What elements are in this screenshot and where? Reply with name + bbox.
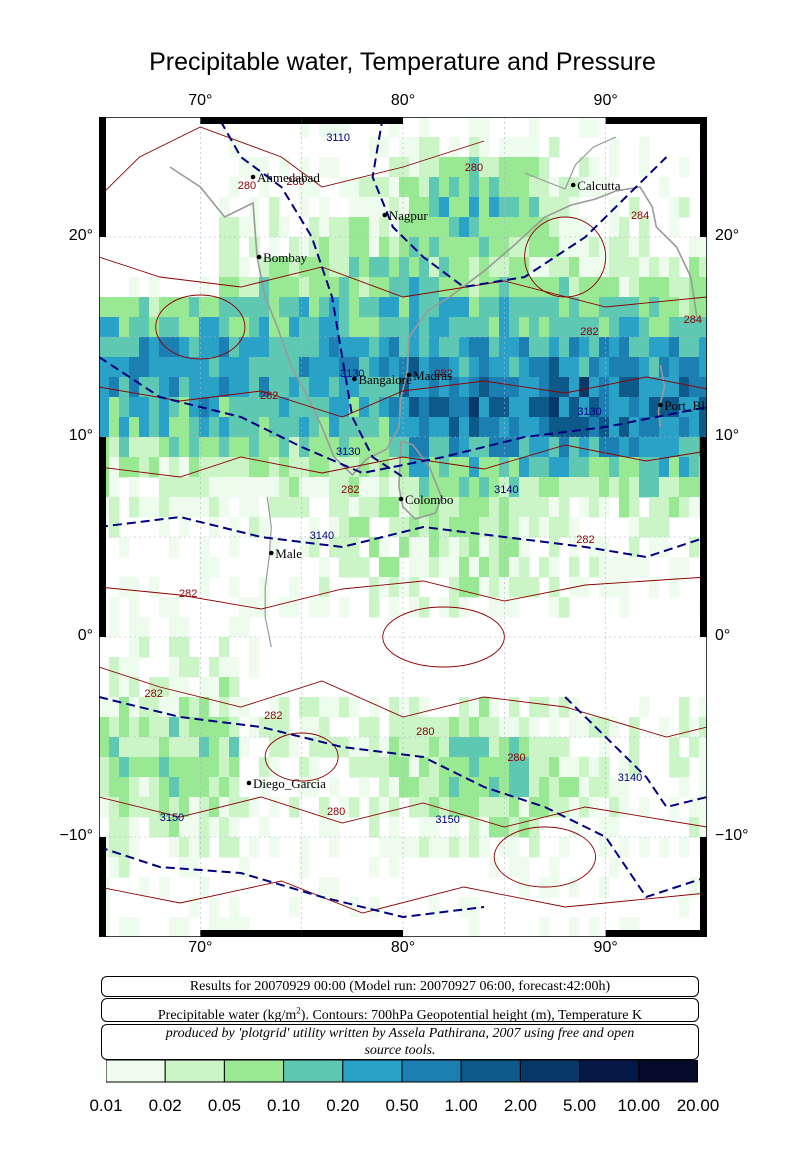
city-dot [382, 212, 388, 218]
colorbar-swatch [638, 1060, 698, 1083]
contour-label: 282 [260, 390, 278, 402]
lat-tick-label-right: 0° [715, 627, 731, 644]
chart-title: Precipitable water, Temperature and Pres… [149, 48, 656, 76]
contour-label: 282 [580, 326, 598, 338]
colorbar-swatch [106, 1060, 166, 1083]
colorbar [106, 1060, 698, 1083]
colorbar-label: 5.00 [563, 1096, 597, 1115]
credits-line-2: source tools. [364, 1043, 436, 1058]
colorbar-label: 1.00 [444, 1096, 478, 1115]
contour-label: 284 [631, 210, 649, 222]
contour-label: 282 [145, 688, 163, 700]
city-label: Male [275, 546, 302, 561]
colorbar-swatch [401, 1060, 462, 1083]
colorbar-swatch [342, 1060, 403, 1083]
lat-tick-label-left: 20° [68, 227, 93, 244]
contour-label: 3130 [577, 406, 601, 418]
city-dot [352, 376, 357, 382]
contour-label: 3150 [160, 812, 184, 824]
contour-label: 3140 [494, 484, 518, 496]
contour-label: 280 [327, 806, 345, 818]
results-info-text: Results for 20070929 00:00 (Model run: 2… [189, 979, 611, 994]
colorbar-swatch [519, 1060, 581, 1083]
colorbar-label: 0.02 [148, 1096, 182, 1115]
lat-tick-label-left: 10° [68, 427, 93, 444]
city-dot [246, 780, 252, 786]
city-dot [570, 182, 576, 188]
contour-label: 282 [264, 710, 282, 722]
contour-label: 3130 [336, 446, 360, 458]
lat-tick-label-left: −10° [59, 827, 93, 844]
city-label: Bangalore [358, 372, 412, 387]
city-dot [406, 372, 412, 378]
city-label: Madras [413, 368, 452, 383]
colorbar-swatch [223, 1060, 285, 1083]
colorbar-swatch [579, 1060, 640, 1083]
contour-label: 3130 [340, 368, 364, 380]
colorbar-label: 0.05 [207, 1096, 241, 1115]
city-label: Port_Blair [664, 398, 707, 413]
map-frame [99, 117, 707, 937]
city-label: Diego_Garcia [253, 776, 326, 791]
contour-label: 282 [341, 484, 359, 496]
lat-tick-label-right: 20° [715, 227, 740, 244]
colorbar-label: 0.01 [89, 1096, 123, 1115]
city-dot [256, 254, 262, 260]
colorbar-swatch [283, 1060, 344, 1083]
contour-label: 280 [238, 180, 256, 192]
city-dot [268, 550, 274, 556]
city-dot [398, 496, 404, 502]
city-dot [658, 402, 663, 408]
contour-label: 3140 [618, 772, 642, 784]
precipitable-water-field [99, 117, 707, 937]
contour-label: 3150 [435, 814, 459, 826]
variables-info-part1: Precipitable water (kg/m [157, 1007, 297, 1023]
colorbar-label: 0.10 [267, 1096, 301, 1115]
contour-label: 280 [465, 162, 483, 174]
temperature-contours [99, 126, 707, 914]
lon-tick-label-bottom: 80° [390, 939, 416, 956]
credits-info-box: produced by 'plotgrid' utility written b… [101, 1024, 699, 1060]
variables-info-text: Precipitable water (kg/m2). Contours: 70… [157, 1005, 643, 1023]
lon-tick-label-top: 90° [593, 92, 618, 109]
colorbar-label: 0.50 [385, 1096, 419, 1115]
city-dot [250, 174, 256, 180]
variables-info-part2: ). Contours: 700hPa Geopotential height … [300, 1007, 643, 1023]
city-label: Nagpur [389, 208, 429, 223]
lon-tick-label-bottom: 70° [188, 939, 213, 956]
contour-label: 280 [286, 176, 304, 188]
colorbar-swatch [460, 1060, 521, 1083]
contour-label: 280 [507, 752, 525, 764]
variables-info-sup: 2 [296, 1005, 301, 1015]
contour-label: 282 [179, 588, 197, 600]
colorbar-label: 20.00 [676, 1096, 720, 1115]
lon-tick-label-bottom: 90° [593, 939, 618, 956]
contour-label: 280 [416, 726, 434, 738]
lat-tick-label-right: 10° [715, 427, 740, 444]
contour-label: 3140 [310, 530, 334, 542]
lat-tick-label-left: 0° [77, 627, 93, 644]
lon-tick-label-top: 80° [390, 92, 416, 109]
lon-tick-label-top: 70° [188, 92, 213, 109]
city-label: Colombo [405, 492, 453, 507]
contour-label: 282 [434, 368, 452, 380]
lat-tick-label-right: −10° [715, 827, 749, 844]
contour-label: 3110 [326, 132, 350, 144]
city-label: Ahmedabad [257, 170, 320, 185]
results-info-box: Results for 20070929 00:00 (Model run: 2… [101, 976, 699, 997]
height-contours [99, 117, 707, 919]
contour-label: 284 [684, 314, 702, 326]
map-plot: 280 280 3110 280 284 284 282 3130 282 282 3130 3130… [99, 117, 707, 937]
colorbar-swatch [164, 1060, 225, 1083]
contour-label: 282 [576, 534, 594, 546]
credits-line-1: produced by 'plotgrid' utility written b… [165, 1026, 635, 1041]
city-label: Calcutta [577, 178, 621, 193]
colorbar-label: 0.20 [326, 1096, 360, 1115]
colorbar-label: 10.00 [617, 1096, 661, 1115]
contour-labels: 280 280 3110 280 284 284 282 3130 282 282 3130 3130… [145, 132, 702, 826]
city-label: Bombay [263, 250, 308, 265]
colorbar-label: 2.00 [503, 1096, 537, 1115]
variables-info-box: Precipitable water (kg/m2). Contours: 70… [101, 998, 699, 1023]
